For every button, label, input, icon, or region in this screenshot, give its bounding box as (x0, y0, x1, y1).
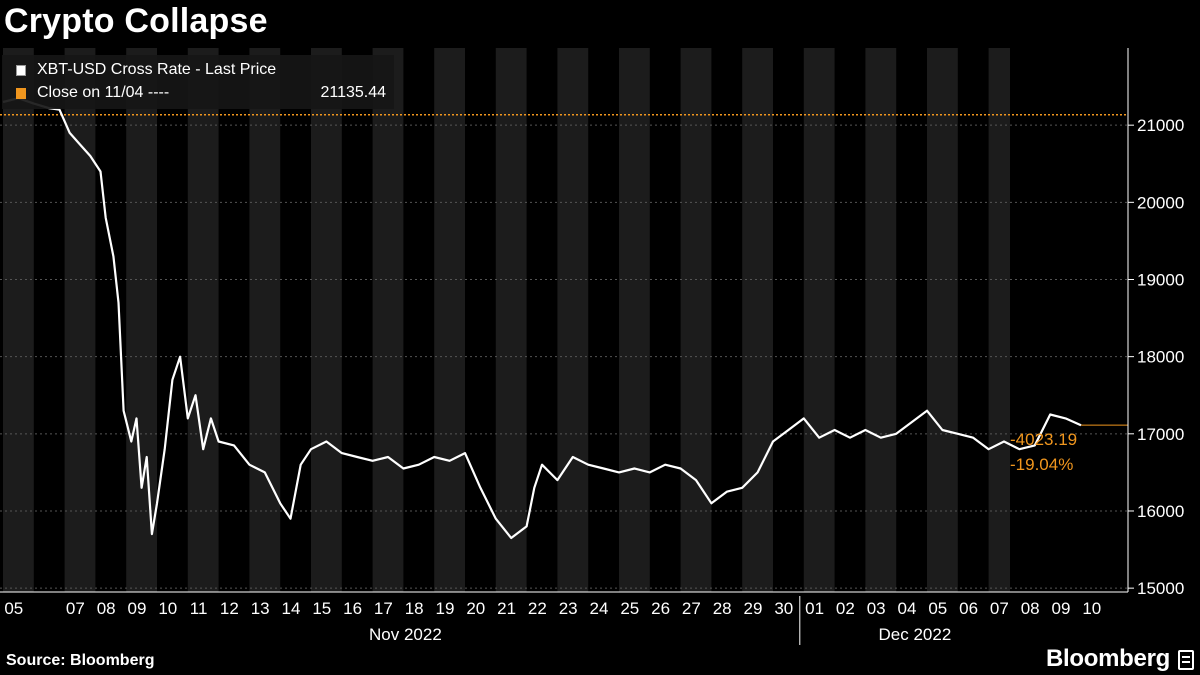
x-tick-label: 03 (867, 599, 886, 618)
x-tick-label: 11 (190, 599, 208, 618)
x-tick-label: 10 (1082, 599, 1101, 618)
day-band (927, 48, 958, 592)
x-tick-label: 25 (620, 599, 639, 618)
x-tick-label: 28 (713, 599, 732, 618)
day-band (249, 48, 281, 592)
x-tick-label: 17 (374, 599, 393, 618)
x-tick-label: 01 (805, 599, 824, 618)
day-band (3, 48, 34, 592)
day-band (64, 48, 96, 592)
x-tick-label: 24 (590, 599, 609, 618)
weekend-shading (3, 48, 1010, 592)
gridlines (0, 124, 1128, 589)
y-tick-label: 15000 (1137, 579, 1184, 598)
price-series-line (2, 97, 1082, 540)
day-band (126, 48, 157, 592)
legend-close-label: Close on 11/04 ---- (37, 84, 170, 101)
legend-entry-close: Close on 11/04 ---- 21135.44 (2, 83, 394, 105)
day-band (311, 48, 342, 592)
day-band (988, 48, 1010, 592)
day-band (680, 48, 712, 592)
day-band (434, 48, 465, 592)
y-axis (0, 48, 1134, 593)
x-group-labels: Nov 2022 Dec 2022 (369, 596, 951, 645)
x-tick-label: 27 (682, 599, 701, 618)
legend-entry-series: XBT-USD Cross Rate - Last Price (2, 60, 394, 82)
brand-logo: Bloomberg (1046, 645, 1170, 672)
x-tick-label: 20 (466, 599, 485, 618)
x-tick-label: 19 (436, 599, 455, 618)
source-note: Source: Bloomberg (6, 652, 155, 669)
x-tick-label: 22 (528, 599, 547, 618)
series-swatch-icon (16, 65, 26, 76)
bloomberg-terminal-icon (1178, 650, 1194, 670)
x-tick-label: 26 (651, 599, 670, 618)
change-absolute-label: -4023.19 (1010, 430, 1077, 449)
y-tick-label: 20000 (1137, 193, 1184, 212)
x-tick-label: 16 (343, 599, 362, 618)
x-tick-label: 05 (928, 599, 947, 618)
day-band (742, 48, 773, 592)
chart-legend: XBT-USD Cross Rate - Last Price Close on… (2, 55, 394, 109)
day-band (495, 48, 527, 592)
y-tick-label: 19000 (1137, 270, 1184, 289)
x-tick-label: 21 (497, 599, 516, 618)
y-tick-label: 16000 (1137, 502, 1184, 521)
x-tick-label: 06 (959, 599, 978, 618)
day-band (619, 48, 650, 592)
x-tick-label: 29 (744, 599, 763, 618)
x-group-label: Dec 2022 (879, 625, 952, 644)
x-tick-label: 30 (774, 599, 793, 618)
change-percent-label: -19.04% (1010, 455, 1073, 474)
x-tick-label: 07 (66, 599, 85, 618)
x-tick-label: 09 (128, 599, 147, 618)
day-band (187, 48, 219, 592)
x-tick-label: 05 (4, 599, 23, 618)
x-tick-label: 04 (898, 599, 917, 618)
y-tick-labels: 15000 16000 17000 18000 19000 20000 21000 (1137, 116, 1184, 598)
y-tick-label: 17000 (1137, 425, 1184, 444)
day-band (803, 48, 835, 592)
day-band (865, 48, 897, 592)
legend-series-label: XBT-USD Cross Rate - Last Price (37, 61, 277, 78)
x-tick-label: 09 (1052, 599, 1071, 618)
chart-title: Crypto Collapse (4, 2, 268, 40)
x-tick-label: 10 (158, 599, 177, 618)
x-tick-label: 15 (312, 599, 331, 618)
close-swatch-icon (16, 88, 26, 99)
day-band (557, 48, 589, 592)
x-tick-label: 23 (559, 599, 578, 618)
x-tick-label: 07 (990, 599, 1009, 618)
x-group-label: Nov 2022 (369, 625, 442, 644)
y-tick-label: 18000 (1137, 348, 1184, 367)
x-tick-labels: 05 07 08 09 10 11 12 13 14 15 16 17 18 19 20 21 22 23 24 25… (4, 599, 1101, 618)
x-tick-label: 08 (97, 599, 116, 618)
day-band (372, 48, 404, 592)
legend-close-value: 21135.44 (320, 84, 386, 101)
x-tick-label: 12 (220, 599, 239, 618)
x-tick-label: 14 (282, 599, 301, 618)
x-tick-label: 08 (1021, 599, 1040, 618)
x-tick-label: 02 (836, 599, 855, 618)
x-tick-label: 13 (251, 599, 270, 618)
x-tick-label: 18 (405, 599, 424, 618)
y-tick-label: 21000 (1137, 116, 1184, 135)
